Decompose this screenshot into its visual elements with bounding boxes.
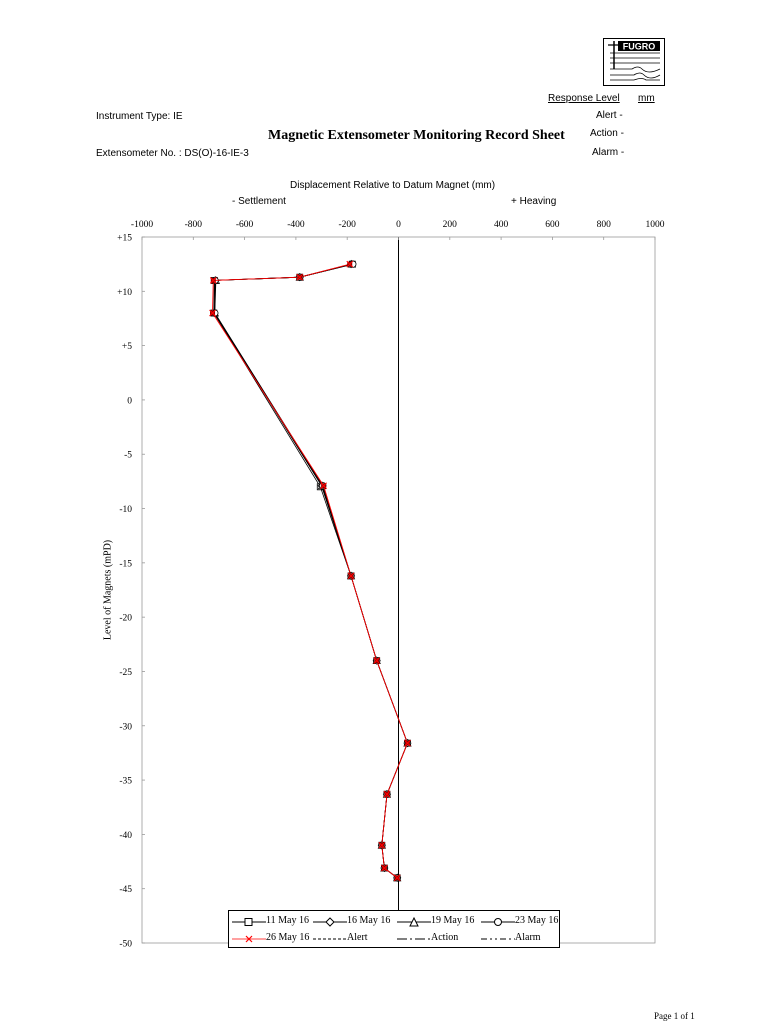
alarm-level-label: Alarm - (592, 147, 625, 158)
x-tick-label: 0 (396, 220, 401, 230)
data-point (404, 739, 411, 747)
x-tick-label: 600 (545, 220, 560, 230)
x-tick-label: 1000 (646, 220, 665, 230)
settlement-label: - Settlement (232, 196, 286, 207)
series-line-3 (214, 263, 408, 879)
y-tick-label: -35 (119, 777, 132, 787)
unit-label: mm (638, 93, 655, 104)
data-point (347, 572, 355, 580)
heaving-label: + Heaving (511, 196, 557, 207)
data-point (373, 657, 381, 664)
y-tick-label: -15 (119, 559, 132, 569)
data-point (209, 277, 217, 284)
page-title: Magnetic Extensometer Monitoring Record … (268, 128, 565, 143)
x-tick-label: 200 (443, 220, 458, 230)
y-axis-label: Level of Magnets (mPD) (102, 539, 114, 641)
data-point (378, 841, 386, 849)
alert-level-label: Alert - (596, 110, 623, 121)
x-tick-label: -400 (287, 220, 305, 230)
page-number: Page 1 of 1 (654, 1011, 695, 1021)
data-point (383, 790, 391, 798)
y-tick-label: -10 (119, 505, 132, 515)
data-point (209, 309, 216, 317)
y-tick-label: -30 (119, 722, 132, 732)
data-point (346, 260, 354, 268)
instrument-type: Instrument Type: IE (96, 111, 183, 122)
fugro-logo-graphic: FUGRO (608, 41, 661, 81)
data-point (381, 864, 388, 872)
y-tick-label: -20 (119, 614, 132, 624)
series-line-1 (213, 263, 408, 879)
chart-legend: 11 May 16 16 May 16 19 May 16 23 May 16 … (228, 910, 560, 948)
fugro-logo: FUGRO (603, 38, 665, 86)
series-line-4 (212, 263, 408, 879)
y-tick-label: -5 (124, 451, 132, 461)
y-tick-label: -25 (119, 668, 132, 678)
svg-text:FUGRO: FUGRO (623, 42, 656, 52)
data-point (393, 874, 401, 882)
y-tick-label: +5 (122, 342, 132, 352)
action-level-label: Action - (590, 128, 624, 139)
y-tick-label: +15 (117, 234, 132, 244)
y-tick-label: -50 (119, 940, 132, 950)
x-tick-label: 400 (494, 220, 509, 230)
data-point (296, 273, 304, 281)
chart-title: Displacement Relative to Datum Magnet (m… (290, 180, 496, 191)
series-line-2 (214, 263, 408, 879)
y-tick-label: -40 (119, 831, 132, 841)
series-line-0 (213, 263, 408, 879)
x-tick-label: 800 (597, 220, 612, 230)
x-tick-label: -600 (236, 220, 254, 230)
x-tick-label: -800 (185, 220, 203, 230)
extensometer-number: Extensometer No. : DS(O)-16-IE-3 (96, 148, 249, 159)
y-tick-label: 0 (127, 396, 132, 406)
y-tick-label: -45 (119, 885, 132, 895)
x-tick-label: -200 (338, 220, 356, 230)
y-tick-label: +10 (117, 288, 132, 298)
response-level-label: Response Level (548, 93, 620, 104)
data-point (320, 482, 327, 490)
x-tick-label: -1000 (131, 220, 153, 230)
